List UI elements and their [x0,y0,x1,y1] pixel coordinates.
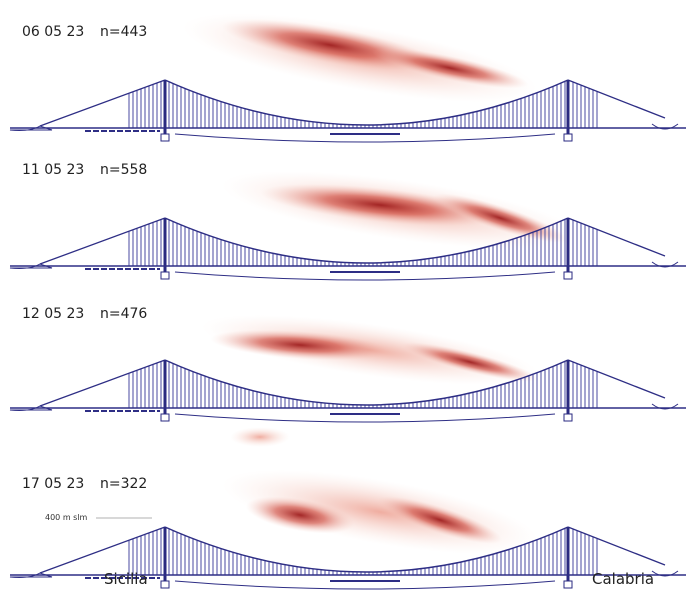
left-label: Sicilia [104,570,148,588]
count-label: n=558 [100,162,147,178]
right-label: Calabria [592,570,654,588]
count-label: n=476 [100,306,147,322]
count-label: n=443 [100,24,147,40]
date-label: 17 05 23 [22,476,84,492]
count-label: n=322 [100,476,147,492]
heatmap [182,13,538,103]
altitude-label: 400 m slm [45,513,88,522]
bridge [8,78,688,144]
panel-4: 17 05 23 n=322 400 m slm Sicilia Calabri… [8,427,688,591]
panel-1: 06 05 23 n=443 [8,13,688,144]
date-label: 06 05 23 [22,24,84,40]
heatmap [221,171,579,249]
panel-3: 12 05 23 n=476 [8,306,688,424]
date-label: 12 05 23 [22,306,84,322]
date-label: 11 05 23 [22,162,84,178]
heatmap [201,315,539,385]
panel-2: 11 05 23 n=558 [8,162,688,282]
heatmap [222,427,538,555]
